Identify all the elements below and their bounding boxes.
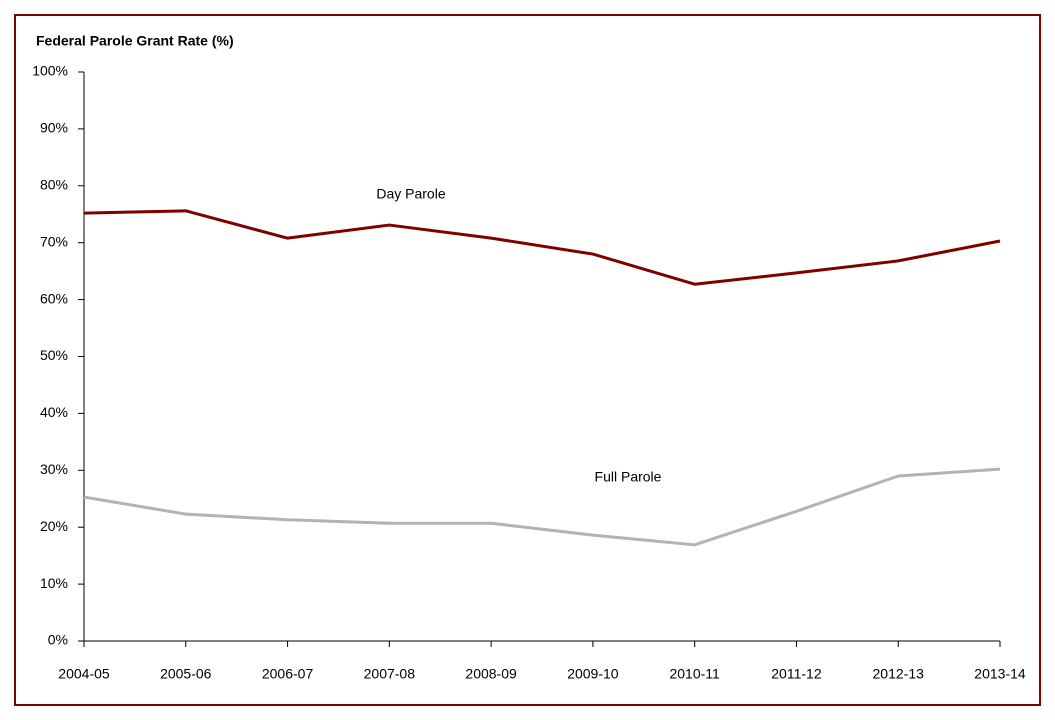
chart-title: Federal Parole Grant Rate (%) xyxy=(36,33,234,49)
series-line xyxy=(83,209,1001,286)
x-tick-label: 2009-10 xyxy=(567,666,619,682)
y-tick-label: 90% xyxy=(40,120,68,136)
y-tick-label: 80% xyxy=(40,177,68,193)
series-label: Day Parole xyxy=(376,186,445,202)
chart-border xyxy=(14,14,1041,706)
x-tick-label: 2007-08 xyxy=(364,666,416,682)
series-label: Full Parole xyxy=(595,469,662,485)
x-tick-label: 2008-09 xyxy=(465,666,517,682)
y-tick-label: 30% xyxy=(40,461,68,477)
x-tick-label: 2012-13 xyxy=(873,666,925,682)
y-tick-label: 50% xyxy=(40,347,68,363)
y-tick-label: 40% xyxy=(40,404,68,420)
x-tick-label: 2006-07 xyxy=(262,666,314,682)
y-tick-label: 100% xyxy=(32,63,68,79)
x-tick-label: 2011-12 xyxy=(771,666,822,682)
y-tick-label: 0% xyxy=(48,632,68,648)
y-tick-label: 60% xyxy=(40,290,68,306)
y-tick-label: 70% xyxy=(40,233,68,249)
x-tick-label: 2004-05 xyxy=(58,666,110,682)
y-tick-label: 20% xyxy=(40,518,68,534)
x-tick-label: 2005-06 xyxy=(160,666,212,682)
series-line xyxy=(83,467,1001,547)
x-tick-label: 2010-11 xyxy=(669,666,720,682)
y-tick-label: 10% xyxy=(40,575,68,591)
x-tick-label: 2013-14 xyxy=(974,666,1026,682)
